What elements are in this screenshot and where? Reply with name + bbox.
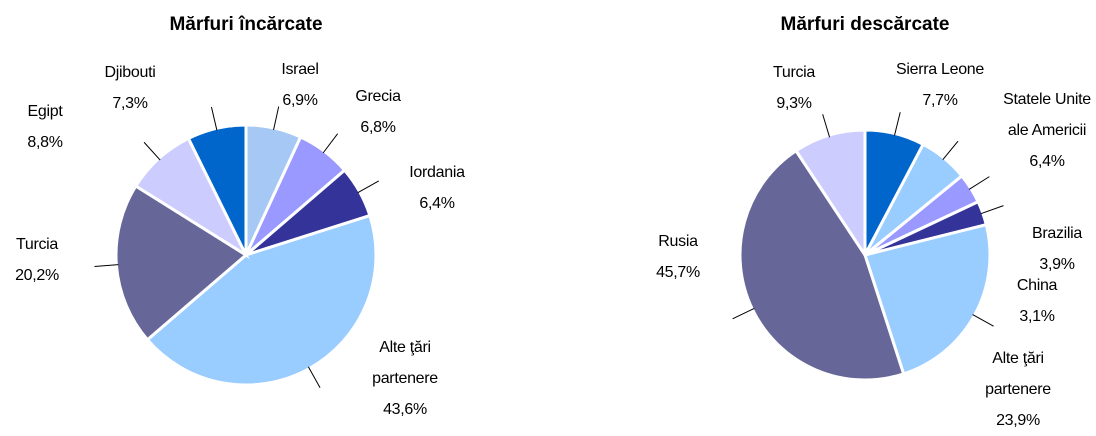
slice-value: 45,7% [656,264,700,281]
slice-name: Brazilia [1031,225,1083,242]
slice-name: Turcia [15,236,59,253]
leader-line [322,133,339,154]
slice-label: Rusia 45,7% [656,226,700,288]
slice-value: 8,8% [27,134,63,151]
slice-label: Turcia 20,2% [15,229,59,291]
slice-name: Djibouti [104,64,156,81]
leader-line [307,366,321,388]
slice-label: Djibouti 7,3% [105,57,156,119]
slice-name: Alte ţări partenere [985,350,1051,398]
slice-value: 6,8% [360,119,396,136]
leader-line [972,314,994,327]
slice-value: 20,2% [15,267,59,284]
slice-value: 6,9% [282,92,318,109]
leader-line [942,140,959,161]
slice-label: Alte ţări partenere 23,9% [978,343,1058,436]
slice-name: Alte ţări partenere [372,339,438,387]
leader-line [980,205,1004,215]
leader-line [273,106,280,131]
slice-value: 9,3% [776,95,812,112]
slice-name: Israel [281,61,319,78]
slice-name: Grecia [355,88,401,105]
slice-label: Turcia 9,3% [773,57,815,119]
slice-label: Statele Unite ale Americii 6,4% [1000,84,1095,177]
leader-line [732,307,755,320]
slice-label: China 3,1% [1016,270,1058,332]
slice-value: 43,6% [383,401,427,418]
slice-value: 3,1% [1019,308,1055,325]
slice-value: 3,9% [1039,256,1075,273]
slice-name: Egipt [27,103,63,120]
slice-label: Sierra Leone 7,7% [896,54,984,116]
slice-name: Rusia [658,233,698,250]
leader-line [822,114,831,138]
slice-name: Sierra Leone [895,61,985,78]
leader-line [968,176,990,190]
slice-value: 7,7% [922,92,958,109]
leader-line [357,180,379,194]
slice-label: Israel 6,9% [281,54,319,116]
leader-line [94,264,119,267]
leader-line [143,141,161,161]
chart-title: Mărfuri încărcate [169,14,323,35]
slice-label: Brazilia 3,9% [1032,218,1082,280]
slice-name: Iordania [409,164,465,181]
leader-line [893,112,901,136]
slice-value: 6,4% [419,195,455,212]
slice-label: Iordania 6,4% [409,157,465,219]
leader-line [210,106,218,131]
chart-title: Mărfuri descărcate [780,14,950,35]
slice-value: 7,3% [112,95,148,112]
slice-label: Alte ţări partenere 43,6% [365,332,445,425]
slice-name: Turcia [772,64,816,81]
slice-label: Grecia 6,8% [355,81,401,143]
slice-name: China [1016,277,1058,294]
slice-value: 6,4% [1029,153,1065,170]
slice-label: Egipt 8,8% [27,96,63,158]
slice-value: 23,9% [996,412,1040,429]
slice-name: Statele Unite ale Americii [1003,91,1091,139]
